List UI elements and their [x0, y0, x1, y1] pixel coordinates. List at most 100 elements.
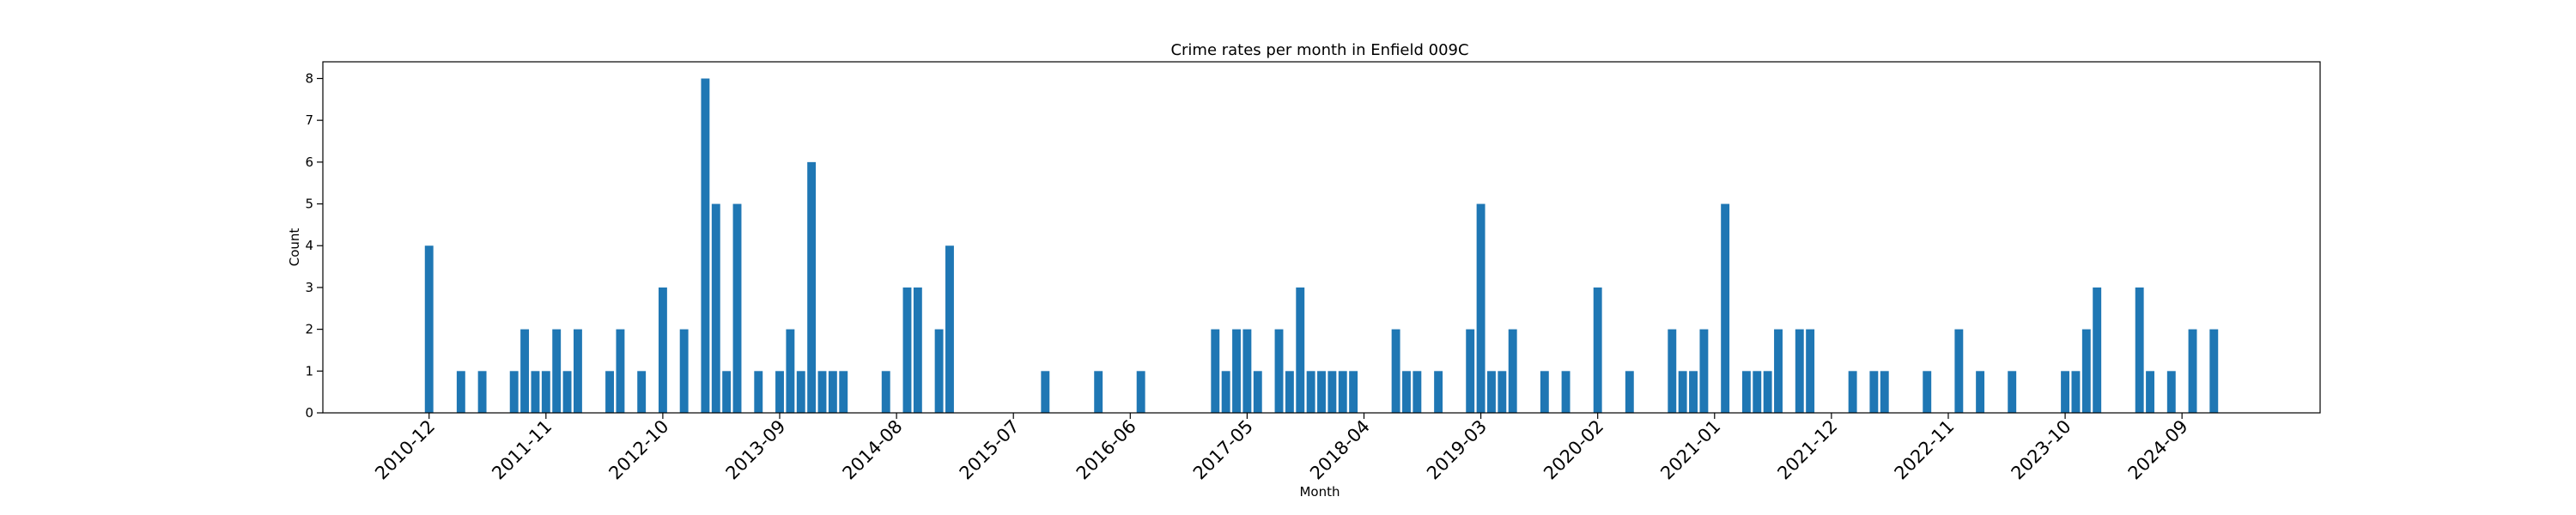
bar-2013-03: [711, 203, 720, 413]
bar-2020-09: [1668, 329, 1677, 413]
bar-2017-04: [1232, 329, 1241, 413]
bar-2018-08: [1402, 371, 1411, 413]
bar-2013-10: [786, 329, 795, 413]
bar-2012-12: [679, 329, 689, 413]
bar-2022-05: [1880, 371, 1889, 413]
bar-2018-09: [1413, 371, 1422, 413]
bar-2022-12: [1954, 329, 1964, 413]
bar-2017-02: [1211, 329, 1220, 413]
bar-2014-02: [828, 371, 837, 413]
bar-2011-12: [552, 329, 562, 413]
bar-2019-02: [1466, 329, 1475, 413]
bar-2021-04: [1741, 371, 1751, 413]
y-tick-label: 3: [305, 280, 313, 295]
bar-2023-10: [2061, 371, 2070, 413]
bar-2022-09: [1923, 371, 1932, 413]
bar-2024-10: [2188, 329, 2197, 413]
y-tick-label: 5: [305, 197, 313, 212]
bar-2021-06: [1763, 371, 1772, 413]
bar-2014-07: [881, 371, 890, 413]
bar-2019-06: [1508, 329, 1517, 413]
bar-2017-03: [1221, 371, 1230, 413]
bar-2016-03: [1094, 371, 1103, 413]
bar-2017-11: [1306, 371, 1315, 413]
bar-2024-06: [2146, 371, 2154, 413]
bar-2013-02: [701, 78, 710, 413]
bar-2011-09: [520, 329, 530, 413]
bar-2017-05: [1242, 329, 1252, 413]
bar-2017-08: [1274, 329, 1284, 413]
bar-2018-07: [1391, 329, 1400, 413]
bar-2020-10: [1678, 371, 1687, 413]
bar-2018-01: [1327, 371, 1337, 413]
bar-2019-04: [1487, 371, 1496, 413]
bar-2012-08: [637, 371, 647, 413]
bar-2013-07: [754, 371, 763, 413]
bar-2014-01: [817, 371, 827, 413]
y-tick-label: 2: [305, 322, 313, 337]
bar-2013-05: [732, 203, 742, 413]
bar-2018-02: [1338, 371, 1347, 413]
bar-2018-03: [1349, 371, 1358, 413]
bar-2010-12: [424, 245, 434, 413]
y-tick-label: 7: [305, 112, 313, 128]
bar-2023-02: [1976, 371, 1985, 413]
bar-2011-10: [531, 371, 540, 413]
bar-2019-11: [1561, 371, 1571, 413]
bar-2024-01: [2093, 287, 2102, 413]
bar-2021-07: [1774, 329, 1783, 413]
y-axis: 0 1 2 3 4 5 6 7 8: [305, 70, 323, 421]
bar-2014-03: [839, 371, 848, 413]
bar-2011-03: [456, 371, 465, 413]
bar-2022-02: [1848, 371, 1857, 413]
bar-2012-02: [573, 329, 582, 413]
bar-2014-10: [913, 287, 922, 413]
bar-2021-02: [1721, 203, 1730, 413]
y-tick-label: 1: [305, 363, 313, 379]
y-tick-label: 8: [305, 70, 313, 86]
bar-2024-05: [2135, 287, 2144, 413]
bar-2018-11: [1434, 371, 1443, 413]
bar-2022-04: [1869, 371, 1879, 413]
bar-2023-12: [2081, 329, 2091, 413]
bar-2011-05: [477, 371, 487, 413]
bar-2019-09: [1540, 371, 1549, 413]
bar-2024-08: [2166, 371, 2176, 413]
bars-group: [424, 78, 2219, 414]
bar-2019-05: [1498, 371, 1507, 413]
bar-2013-11: [796, 371, 805, 413]
bar-2019-03: [1476, 203, 1485, 413]
x-axis-title: Month: [1299, 484, 1340, 500]
bar-2015-01: [945, 245, 954, 413]
bar-2024-12: [2209, 329, 2219, 413]
bar-2017-10: [1296, 287, 1305, 413]
bar-2021-09: [1795, 329, 1804, 413]
bar-2023-11: [2071, 371, 2081, 413]
bar-2017-09: [1285, 371, 1294, 413]
bar-2020-02: [1593, 287, 1602, 413]
bar-2012-06: [616, 329, 625, 413]
bar-2012-10: [658, 287, 667, 413]
bar-2011-08: [509, 371, 519, 413]
bar-2015-10: [1041, 371, 1050, 413]
bar-2020-11: [1689, 371, 1698, 413]
y-tick-label: 4: [305, 238, 313, 253]
bar-2021-10: [1806, 329, 1815, 413]
bar-2017-12: [1317, 371, 1326, 413]
bar-2014-12: [934, 329, 944, 413]
plot-area-frame: [322, 61, 2321, 414]
bar-2021-05: [1753, 371, 1762, 413]
bar-2012-01: [562, 371, 572, 413]
y-tick-label: 0: [305, 405, 313, 421]
chart-title: Crime rates per month in Enfield 009C: [1170, 41, 1468, 59]
bar-2016-07: [1136, 371, 1145, 413]
bar-2013-04: [722, 371, 732, 413]
bar-2023-05: [2008, 371, 2017, 413]
bar-2020-05: [1625, 371, 1634, 413]
bar-2011-11: [541, 371, 550, 413]
bar-2013-12: [807, 161, 817, 414]
bar-2014-09: [902, 287, 912, 413]
bar-2017-06: [1253, 371, 1262, 413]
